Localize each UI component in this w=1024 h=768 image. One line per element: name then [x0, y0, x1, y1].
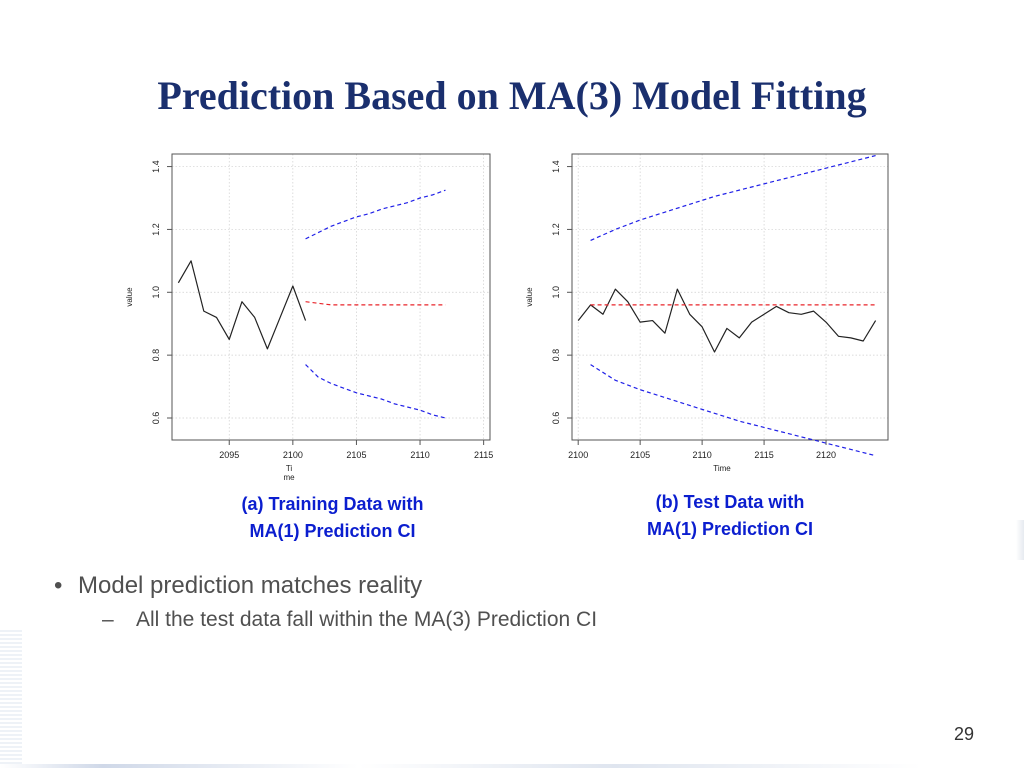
plot-frame: [571, 153, 889, 441]
sub-bullet-text: All the test data fall within the MA(3) …: [136, 608, 598, 631]
series-data-line: [177, 260, 307, 350]
y-tick-label: 1.4: [151, 160, 161, 173]
series-ci-line: [305, 189, 446, 240]
y-tick-label: 0.6: [551, 412, 561, 425]
x-tick-label: 2100: [283, 450, 303, 460]
series-ci-line: [305, 364, 446, 419]
caption-line: MA(1) Prediction CI: [646, 519, 813, 539]
x-tick-label: 2105: [630, 450, 650, 460]
bullet-item: • Model prediction matches reality: [54, 572, 597, 600]
sub-bullet-marker: –: [102, 608, 114, 631]
chart-caption-training: (a) Training Data with MA(1) Prediction …: [180, 491, 485, 545]
caption-line: MA(1) Prediction CI: [249, 521, 416, 541]
bullet-text: Model prediction matches reality: [78, 572, 423, 599]
y-axis-label: value: [125, 287, 134, 307]
decorative-stripes: [0, 630, 22, 768]
caption-line: (b) Test Data with: [655, 492, 805, 512]
x-tick-label: 2105: [346, 450, 366, 460]
page-number: 29: [953, 724, 974, 744]
series-data-line: [577, 288, 877, 353]
bullet-list: • Model prediction matches reality – All…: [54, 572, 597, 632]
x-tick-label: 2100: [568, 450, 588, 460]
chart-training: 2095 2100 2105 2110 2115 0.6 0.8 1.0 1.2 1.4 Ti me v…: [125, 153, 493, 482]
x-tick-label: 2120: [816, 450, 836, 460]
sub-bullet-item: – All the test data fall within the MA(3…: [102, 608, 597, 632]
series-ci-line: [590, 154, 876, 241]
y-axis-label: value: [525, 287, 534, 307]
plot-frame: [171, 153, 491, 441]
x-tick-label: 2115: [754, 450, 773, 460]
y-tick-label: 0.8: [151, 349, 161, 362]
y-tick-label: 0.8: [551, 349, 561, 362]
decorative-footer-line: [0, 764, 1024, 768]
y-tick-label: 1.0: [551, 286, 561, 299]
series-mean-line: [305, 301, 446, 306]
x-tick-label: 2110: [410, 450, 429, 460]
caption-line: (a) Training Data with: [241, 494, 424, 514]
bullet-marker: •: [54, 572, 63, 599]
chart-caption-test: (b) Test Data with MA(1) Prediction CI: [580, 489, 880, 543]
x-tick-label: 2110: [692, 450, 711, 460]
y-tick-label: 1.2: [151, 223, 161, 236]
slide-title: Prediction Based on MA(3) Model Fitting: [157, 73, 867, 118]
x-tick-label: 2115: [474, 450, 493, 460]
y-tick-label: 1.0: [151, 286, 161, 299]
x-tick-label: 2095: [219, 450, 239, 460]
x-axis-label: Time: [713, 464, 731, 473]
y-tick-label: 0.6: [151, 412, 161, 425]
y-tick-label: 1.2: [551, 223, 561, 236]
series-ci-line: [590, 364, 876, 457]
chart-test: 2100 2105 2110 2115 2120 0.6 0.8 1.0 1.2 1.4 Time v…: [525, 153, 889, 473]
y-tick-label: 1.4: [551, 160, 561, 173]
decorative-edge: [1016, 520, 1024, 560]
